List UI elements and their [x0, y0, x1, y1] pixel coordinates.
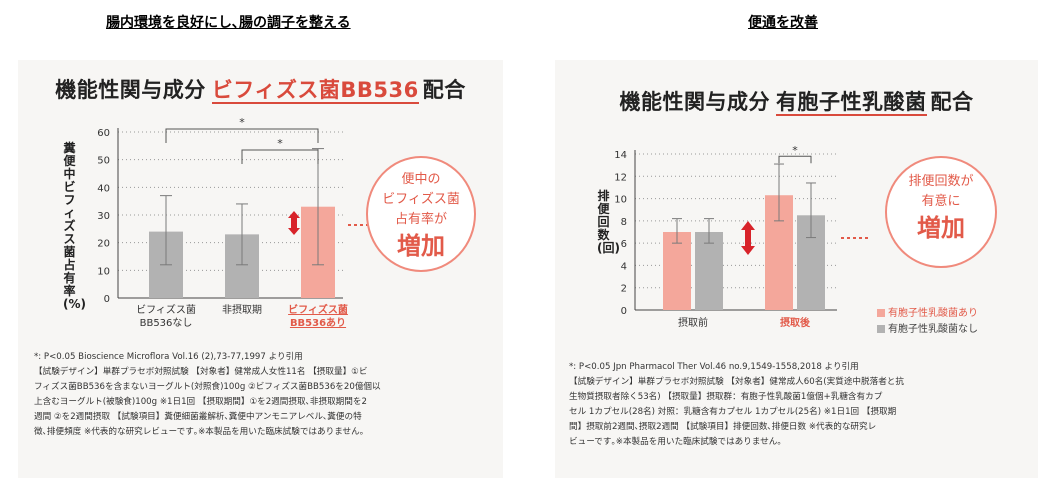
significance-star: * [792, 144, 798, 157]
bar [663, 232, 691, 310]
y-tick-label: 40 [97, 183, 110, 194]
y-tick-label: 60 [97, 128, 110, 139]
y-tick-label: 14 [614, 150, 627, 161]
legend-label-with: 有胞子性乳酸菌あり [888, 308, 978, 319]
right-note-line: 【試験デザイン】単群プラセボ対照試験 【対象者】健常成人60名(実質途中脱落者と… [569, 377, 904, 387]
left-note-line: 徴､排便頻度 ※代表的な研究レビューです｡※本製品を用いた臨床試験ではありません… [34, 427, 365, 437]
y-tick-label: 10 [97, 266, 110, 277]
left-panel-title: 機能性関与成分 ビフィズス菌BB536 配合 [18, 74, 503, 104]
y-tick-label: 0 [104, 294, 110, 305]
right-note-line: セル 1カプセル(28名) 対照：乳糖含有カプセル 1カプセル(25名) ※1日… [569, 407, 897, 417]
y-tick-label: 4 [621, 261, 627, 272]
left-note-line: 上含むヨーグルト(被験食)100g ※1日1回 【摂取期間】①を2週間摂取､非摂… [34, 397, 367, 407]
y-tick-label: 50 [97, 156, 110, 167]
right-callout-line1: 排便回数が [908, 174, 974, 189]
x-tick-label: ビフィズス菌 [288, 303, 348, 316]
left-callout-big: 増加 [397, 232, 445, 260]
y-tick-label: 2 [621, 284, 627, 295]
x-tick-label: BB536あり [290, 316, 346, 329]
left-title-prefix: 機能性関与成分 [55, 78, 206, 102]
heading-left: 腸内環境を良好にし､腸の調子を整える [106, 15, 351, 31]
right-title-suffix: 配合 [930, 90, 974, 114]
right-note-line: *: P<0.05 Jpn Pharmacol Ther Vol.46 no.9… [569, 362, 859, 372]
y-tick-label: 0 [621, 306, 627, 317]
left-note-line: フィズス菌BB536を含まないヨーグルト(対照食)100g ②ビフィズス菌BB5… [34, 382, 381, 392]
x-tick-label: 非摂取期 [222, 303, 262, 316]
increase-arrow-icon [288, 211, 300, 235]
legend-swatch-grey [877, 325, 885, 333]
significance-bracket [165, 128, 319, 143]
significance-bracket [241, 149, 319, 164]
right-callout-big: 増加 [917, 214, 965, 242]
right-title-prefix: 機能性関与成分 [619, 90, 770, 114]
increase-arrow-icon [741, 221, 755, 255]
left-y-axis-label: 糞便中ビフィズス菌占有率(%) [63, 141, 86, 311]
left-note-line: 【試験デザイン】単群プラセボ対照試験 【対象者】健常成人女性11名 【摂取量】①… [34, 367, 368, 377]
significance-star: * [277, 137, 283, 150]
heading-right: 便通を改善 [748, 15, 818, 31]
y-tick-label: 20 [97, 239, 110, 250]
x-tick-label: 摂取前 [678, 316, 708, 329]
right-callout-line2: 有意に [921, 194, 961, 209]
left-title-suffix: 配合 [422, 78, 466, 102]
left-callout-line3: 占有率が [394, 212, 447, 227]
left-title-highlight: ビフィズス菌BB536 [211, 78, 419, 104]
right-note-line: 生物質摂取者除く53名) 【摂取量】摂取群：有胞子性乳酸菌1億個+乳糖含有カプ [569, 392, 883, 402]
left-notes: *: P<0.05 Bioscience Microflora Vol.16 (… [34, 350, 381, 440]
right-note-line: 間】摂取前2週間､摂取2週間 【試験項目】排便回数､排便日数 ※代表的な研究レ [569, 422, 877, 432]
right-panel-title: 機能性関与成分 有胞子性乳酸菌 配合 [555, 86, 1038, 116]
y-tick-label: 10 [614, 195, 627, 206]
left-callout-line2: ビフィズス菌 [382, 192, 460, 207]
right-title-highlight: 有胞子性乳酸菌 [776, 90, 927, 116]
right-callout: 排便回数が 有意に 増加 [885, 156, 997, 268]
y-tick-label: 8 [621, 217, 627, 228]
y-tick-label: 12 [614, 172, 627, 183]
legend-item-with: 有胞子性乳酸菌あり [877, 306, 978, 322]
significance-bracket [778, 155, 812, 164]
legend-label-without: 有胞子性乳酸菌なし [888, 324, 978, 335]
bar [695, 232, 723, 310]
x-tick-label: ビフィズス菌 [136, 303, 196, 316]
right-panel: 機能性関与成分 有胞子性乳酸菌 配合 排便回数(回) 0 2 4 6 8 10 12 14 摂取前摂… [555, 60, 1038, 478]
right-notes: *: P<0.05 Jpn Pharmacol Ther Vol.46 no.9… [569, 360, 904, 450]
left-callout-line1: 便中の [401, 172, 441, 187]
left-panel: 機能性関与成分 ビフィズス菌BB536 配合 糞便中ビフィズス菌占有率(%) 0 10… [18, 60, 503, 478]
y-tick-label: 6 [621, 239, 627, 250]
y-tick-label: 30 [97, 211, 110, 222]
right-note-line: ビューです｡※本製品を用いた臨床試験ではありません｡ [569, 437, 782, 447]
left-note-line: *: P<0.05 Bioscience Microflora Vol.16 (… [34, 352, 303, 362]
right-legend: 有胞子性乳酸菌あり 有胞子性乳酸菌なし [877, 306, 978, 338]
x-tick-label: BB536なし [140, 317, 193, 329]
left-callout: 便中の ビフィズス菌 占有率が 増加 [366, 156, 476, 272]
legend-swatch-pink [877, 309, 885, 317]
x-tick-label: 摂取後 [780, 316, 811, 329]
legend-item-without: 有胞子性乳酸菌なし [877, 322, 978, 338]
right-bar-chart: 0 2 4 6 8 10 12 14 摂取前 摂取後 * [614, 144, 869, 329]
left-note-line: 週間 ②を2週間摂取 【試験項目】糞便細菌叢解析､糞便中アンモニアレベル､糞便の… [34, 412, 362, 422]
significance-star: * [239, 116, 245, 129]
